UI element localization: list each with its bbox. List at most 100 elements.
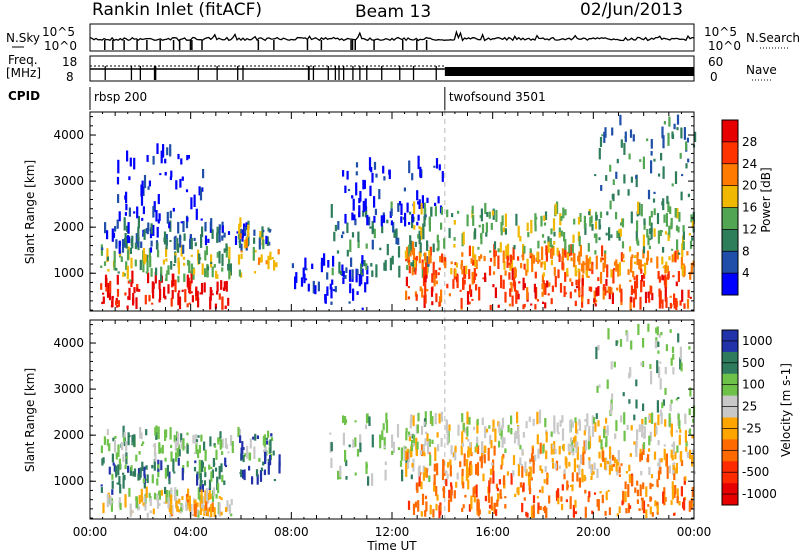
heatmap-cell: [408, 160, 411, 174]
heatmap-cell: [364, 282, 367, 293]
heatmap-cell: [445, 419, 448, 431]
heatmap-cell: [460, 297, 463, 309]
heatmap-cell: [356, 291, 359, 295]
heatmap-cell: [123, 431, 126, 438]
heatmap-cell: [182, 244, 185, 254]
heatmap-cell: [407, 500, 411, 510]
heatmap-cell: [410, 262, 413, 267]
heatmap-cell: [383, 445, 386, 449]
heatmap-cell: [469, 442, 472, 455]
heatmap-cell: [204, 250, 207, 261]
heatmap-cell: [525, 269, 528, 276]
heatmap-cell: [342, 170, 345, 177]
heatmap-cell: [100, 445, 103, 454]
heatmap-cell: [686, 452, 689, 458]
heatmap-cell: [622, 260, 625, 263]
heatmap-cell: [662, 265, 665, 269]
heatmap-cell: [178, 296, 182, 310]
heatmap-cell: [596, 499, 599, 507]
heatmap-cell: [660, 412, 663, 425]
heatmap-cell: [371, 270, 374, 277]
heatmap-cell: [180, 158, 183, 165]
heatmap-cell: [499, 489, 502, 499]
heatmap-cell: [201, 226, 204, 238]
heatmap-cell: [126, 225, 129, 233]
heatmap-cell: [397, 447, 400, 450]
heatmap-cell: [365, 243, 368, 249]
heatmap-cell: [124, 464, 127, 469]
heatmap-cell: [393, 229, 396, 238]
heatmap-cell: [529, 251, 532, 256]
heatmap-cell: [582, 451, 585, 465]
heatmap-cell: [673, 293, 676, 305]
heatmap-cell: [424, 411, 427, 425]
heatmap-cell: [556, 247, 559, 256]
heatmap-cell: [210, 466, 213, 469]
heatmap-cell: [371, 225, 374, 232]
heatmap-cell: [561, 484, 564, 491]
heatmap-cell: [490, 496, 493, 510]
heatmap-cell: [405, 450, 408, 461]
heatmap-cell: [465, 469, 468, 481]
heatmap-cell: [132, 292, 135, 304]
heatmap-cell: [574, 300, 577, 307]
heatmap-cell: [540, 215, 543, 227]
heatmap-cell: [541, 274, 544, 283]
heatmap-cell: [493, 445, 496, 456]
heatmap-cell: [658, 288, 661, 297]
heatmap-cell: [111, 228, 114, 242]
heatmap-cell: [658, 366, 661, 378]
heatmap-cell: [537, 502, 540, 511]
heatmap-cell: [523, 497, 526, 501]
heatmap-cell: [563, 470, 566, 480]
heatmap-cell: [101, 247, 104, 251]
heatmap-cell: [520, 263, 523, 269]
heatmap-cell: [673, 467, 676, 474]
heatmap-cell: [682, 225, 685, 232]
heatmap-cell: [646, 229, 649, 235]
heatmap-cell: [504, 213, 507, 227]
heatmap-cell: [642, 246, 646, 254]
heatmap-cell: [623, 412, 626, 425]
heatmap-cell: [123, 273, 126, 277]
heatmap-cell: [196, 474, 199, 486]
heatmap-cell: [173, 264, 176, 266]
heatmap-cell: [524, 461, 527, 473]
heatmap-cell: [505, 253, 508, 259]
heatmap-cell: [187, 155, 190, 159]
heatmap-cell: [611, 292, 614, 304]
heatmap-cell: [489, 477, 492, 484]
heatmap-cell: [404, 212, 407, 227]
heatmap-cell: [529, 466, 532, 479]
heatmap-cell: [127, 432, 130, 446]
heatmap-cell: [656, 213, 660, 225]
heatmap-cell: [210, 471, 213, 482]
heatmap-cell: [686, 298, 690, 309]
heatmap-cell: [588, 428, 591, 442]
heatmap-cell: [265, 260, 268, 265]
heatmap-cell: [349, 283, 352, 294]
heatmap-cell: [190, 503, 193, 514]
heatmap-cell: [541, 469, 544, 474]
heatmap-cell: [361, 268, 364, 277]
heatmap-cell: [429, 454, 432, 466]
heatmap-cell: [461, 507, 464, 512]
colorbar-tick-label: 24: [742, 157, 757, 171]
heatmap-cell: [225, 444, 229, 449]
heatmap-cell: [197, 297, 200, 308]
heatmap-cell: [126, 305, 129, 310]
heatmap-cell: [104, 274, 108, 287]
heatmap-cell: [344, 275, 347, 279]
heatmap-cell: [431, 273, 434, 283]
heatmap-cell: [242, 455, 245, 463]
heatmap-cell: [612, 463, 615, 467]
heatmap-cell: [669, 403, 672, 412]
heatmap-cell: [682, 501, 685, 509]
heatmap-cell: [216, 252, 219, 258]
heatmap-cell: [517, 293, 520, 300]
heatmap-cell: [359, 434, 362, 447]
heatmap-cell: [504, 228, 507, 235]
heatmap-cell: [214, 445, 217, 448]
colorbar-tick-label: -500: [742, 465, 769, 479]
